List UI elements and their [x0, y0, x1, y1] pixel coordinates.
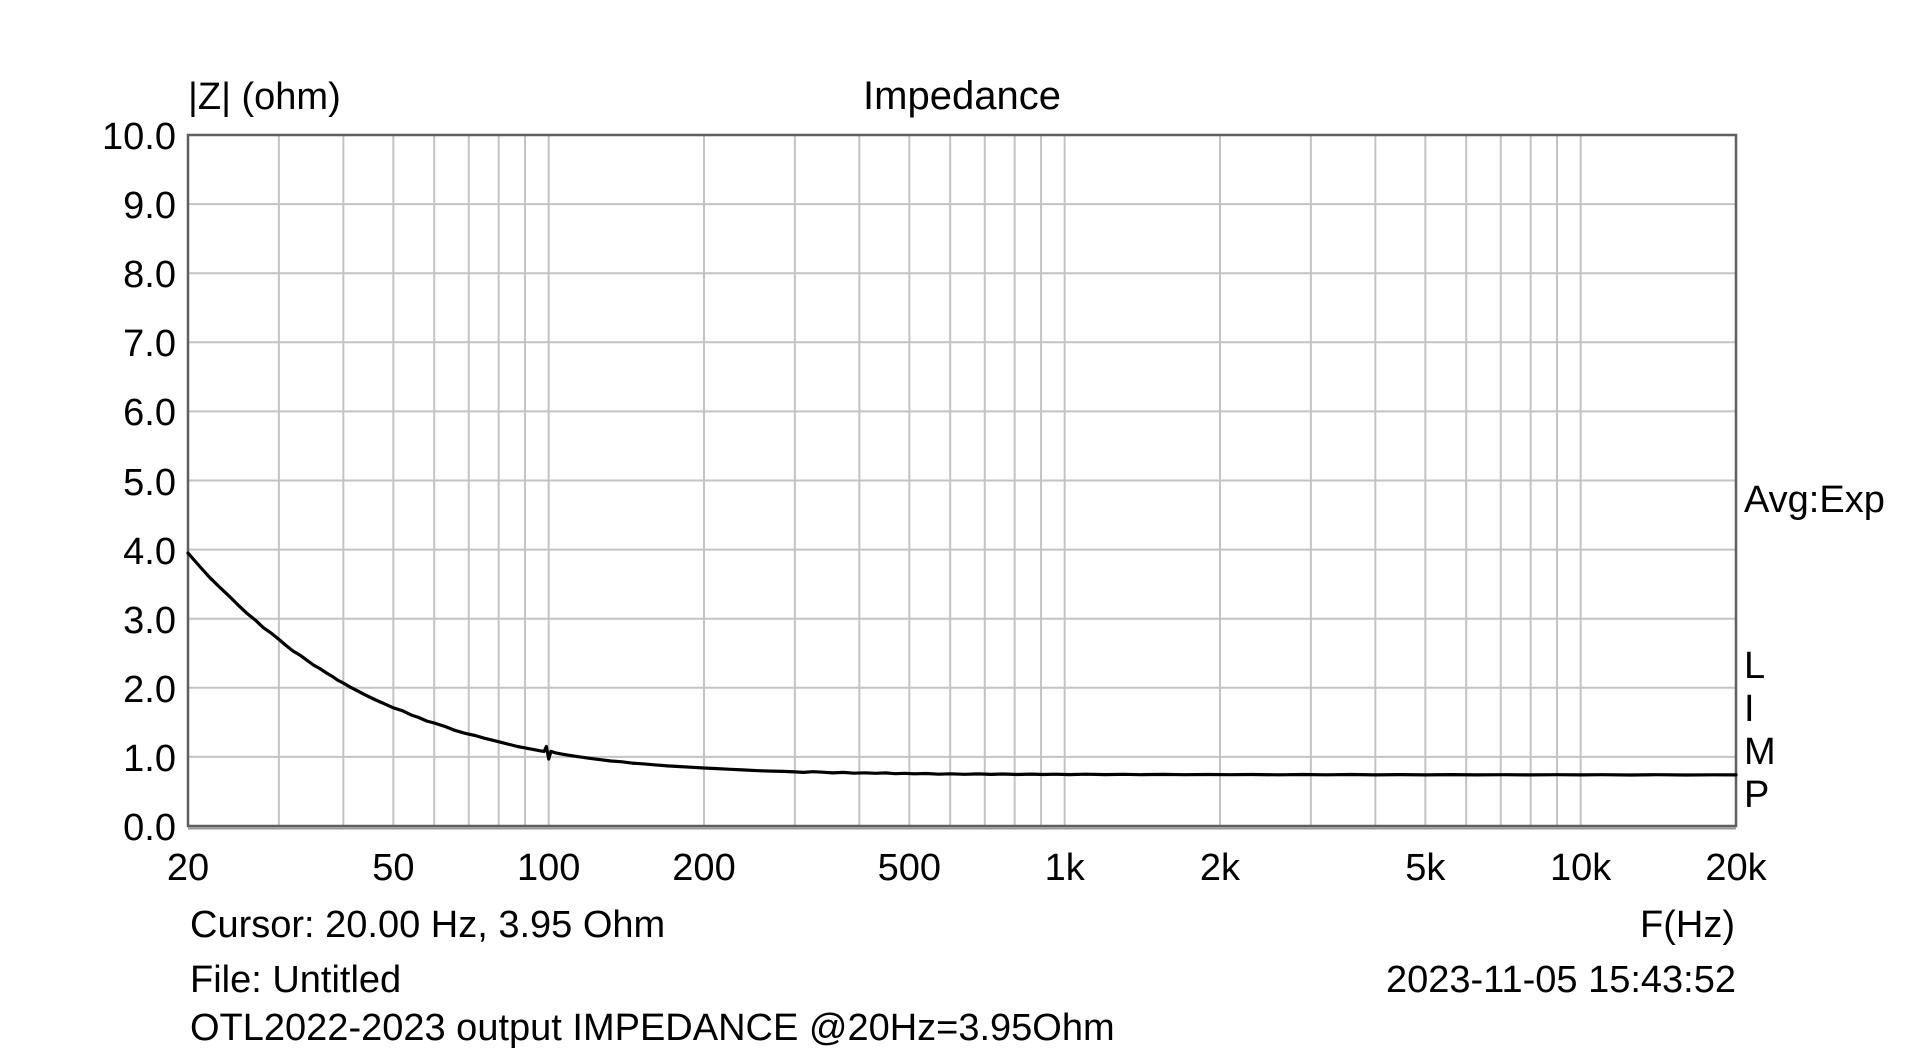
x-tick-label: 10k — [1550, 847, 1612, 889]
y-tick-label: 6.0 — [123, 392, 176, 435]
y-tick-label: 2.0 — [123, 668, 176, 711]
x-axis-unit-label: F(Hz) — [1640, 904, 1735, 946]
x-tick-label: 200 — [672, 847, 736, 889]
measurement-timestamp: 2023-11-05 15:43:52 — [1385, 959, 1736, 1001]
chart-title: Impedance — [863, 74, 1061, 118]
measurement-comment: OTL2022-2023 output IMPEDANCE @20Hz=3.95… — [190, 1007, 1115, 1049]
cursor-readout: Cursor: 20.00 Hz, 3.95 Ohm — [190, 904, 666, 946]
app-letter: I — [1744, 688, 1755, 730]
file-name-label: File: Untitled — [190, 959, 402, 1001]
x-tick-label: 20k — [1705, 847, 1767, 889]
y-tick-label: 7.0 — [123, 323, 176, 366]
impedance-curve — [186, 551, 1738, 777]
y-tick-label: 4.0 — [123, 530, 176, 573]
x-tick-label: 500 — [877, 847, 942, 889]
app-letter: M — [1744, 731, 1776, 773]
y-tick-label: 5.0 — [123, 461, 176, 504]
x-tick-label: 50 — [372, 847, 415, 889]
app-letter: P — [1744, 774, 1770, 816]
y-tick-label: 9.0 — [123, 185, 176, 228]
app-letter: L — [1744, 645, 1766, 687]
y-tick-label: 8.0 — [123, 254, 176, 297]
averaging-mode-label: Avg:Exp — [1744, 479, 1885, 521]
x-tick-label: 2k — [1199, 847, 1241, 889]
x-tick-label: 100 — [516, 847, 581, 889]
x-tick-label: 20 — [166, 847, 210, 889]
y-tick-label: 0.0 — [123, 807, 176, 849]
x-tick-label: 5k — [1405, 847, 1446, 889]
y-tick-label: 3.0 — [123, 599, 176, 642]
x-tick-label: 1k — [1044, 847, 1085, 889]
y-tick-label: 1.0 — [123, 737, 176, 780]
y-tick-label: 10.0 — [102, 116, 176, 158]
y-axis-unit-label: |Z| (ohm) — [188, 76, 341, 118]
